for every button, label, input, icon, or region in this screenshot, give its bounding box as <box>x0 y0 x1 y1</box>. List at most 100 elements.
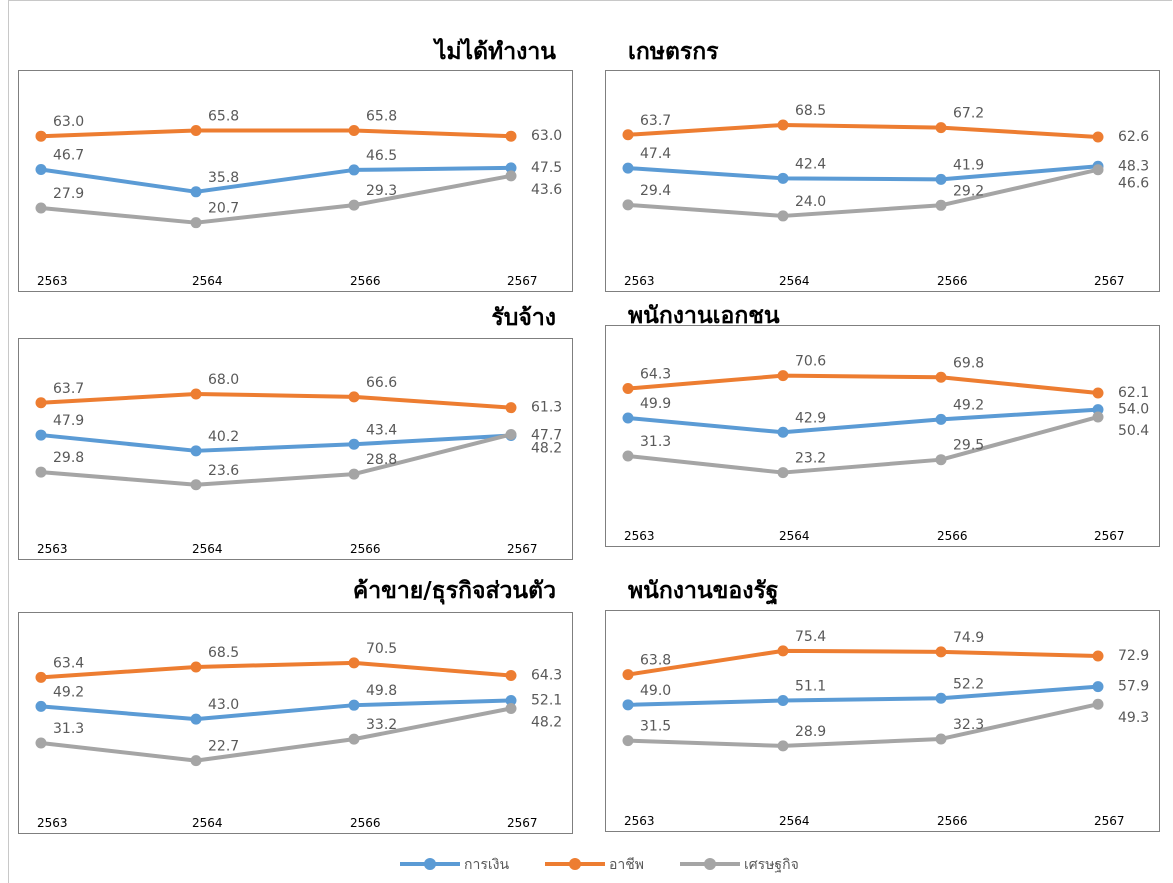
data-label-career-2566: 67.2 <box>953 106 984 122</box>
data-point-economy-2564 <box>190 217 202 229</box>
data-label-career-2566: 74.9 <box>953 630 984 646</box>
data-label-economy-2567: 48.2 <box>531 714 562 730</box>
x-tick-2566: 2566 <box>350 542 381 556</box>
data-point-finance-2563 <box>35 700 47 712</box>
data-label-finance-2563: 46.7 <box>53 148 84 164</box>
data-label-finance-2566: 43.4 <box>366 422 397 438</box>
x-tick-2564: 2564 <box>192 274 223 288</box>
data-point-career-2566 <box>348 657 360 669</box>
data-point-economy-2563 <box>622 450 634 462</box>
data-label-economy-2563: 29.8 <box>53 450 84 466</box>
data-label-finance-2564: 40.2 <box>208 429 239 445</box>
series-line-finance <box>40 433 512 453</box>
data-label-career-2564: 70.6 <box>795 354 826 370</box>
data-point-economy-2567 <box>1092 698 1104 710</box>
x-tick-2564: 2564 <box>779 529 810 543</box>
data-point-finance-2567 <box>1092 681 1104 693</box>
data-point-economy-2563 <box>35 466 47 478</box>
data-label-finance-2564: 51.1 <box>795 679 826 695</box>
data-point-career-2564 <box>190 388 202 400</box>
data-point-career-2567 <box>505 402 517 414</box>
data-label-career-2563: 64.3 <box>640 367 671 383</box>
data-point-career-2566 <box>935 646 947 658</box>
data-label-career-2567: 61.3 <box>531 400 562 416</box>
chart-private-employee: 49.9 42.9 49.2 54.0 64.3 70.6 69.8 62.1 31.3 23.2… <box>622 354 1149 543</box>
data-label-finance-2563: 49.9 <box>640 396 671 412</box>
data-point-finance-2563 <box>622 162 634 174</box>
legend-label-finance: การเงิน <box>464 857 509 873</box>
series-line-career <box>40 391 512 410</box>
x-tick-2567: 2567 <box>1094 274 1125 288</box>
chart-title-private-employee: พนักงานเอกชน <box>628 303 780 329</box>
data-label-career-2564: 68.0 <box>208 372 239 388</box>
data-label-career-2567: 63.0 <box>531 128 562 144</box>
data-point-economy-2566 <box>348 468 360 480</box>
data-label-economy-2566: 29.3 <box>366 183 397 199</box>
chart-government-employee: 49.0 51.1 52.2 57.9 63.8 75.4 74.9 72.9 31.5 28.9… <box>622 629 1149 828</box>
data-label-economy-2564: 20.7 <box>208 201 239 217</box>
data-label-career-2566: 66.6 <box>366 375 397 391</box>
data-point-economy-2566 <box>935 454 947 466</box>
data-label-economy-2564: 22.7 <box>208 739 239 755</box>
x-tick-2564: 2564 <box>779 814 810 828</box>
data-label-career-2567: 62.1 <box>1118 385 1149 401</box>
data-label-economy-2564: 23.6 <box>208 463 239 479</box>
data-point-economy-2567 <box>505 428 517 440</box>
data-label-career-2564: 68.5 <box>208 645 239 661</box>
data-point-economy-2567 <box>505 702 517 714</box>
x-tick-2566: 2566 <box>350 816 381 830</box>
series-line-finance <box>40 698 512 722</box>
data-point-economy-2564 <box>777 467 789 479</box>
chart-panel-unemployed: 46.7 35.8 46.5 47.5 63.0 65.8 65.8 63.0 27.9 20.7… <box>18 70 573 292</box>
data-label-finance-2564: 43.0 <box>208 697 239 713</box>
data-label-career-2566: 70.5 <box>366 641 397 657</box>
data-point-career-2563 <box>35 130 47 142</box>
chart-title-farmer: เกษตรกร <box>628 39 719 65</box>
data-point-career-2564 <box>777 119 789 131</box>
data-label-economy-2566: 33.2 <box>366 717 397 733</box>
chart-panel-hired-labor: 47.9 40.2 43.4 47.7 63.7 68.0 66.6 61.3 29.8 23.6… <box>18 338 573 560</box>
data-label-economy-2563: 31.3 <box>53 721 84 737</box>
data-label-career-2566: 65.8 <box>366 108 397 124</box>
data-point-economy-2567 <box>1092 164 1104 176</box>
data-label-career-2563: 63.0 <box>53 114 84 130</box>
data-label-finance-2564: 35.8 <box>208 170 239 186</box>
chart-panel-government-employee: 49.0 51.1 52.2 57.9 63.8 75.4 74.9 72.9 31.5 28.9… <box>605 610 1160 832</box>
data-point-finance-2564 <box>190 445 202 457</box>
data-label-career-2563: 63.4 <box>53 655 84 671</box>
chart-panel-trade-business: 49.2 43.0 49.8 52.1 63.4 68.5 70.5 64.3 31.3 22.7… <box>18 612 573 834</box>
chart-title-hired-labor: รับจ้าง <box>491 305 556 331</box>
data-point-economy-2566 <box>348 733 360 745</box>
data-point-finance-2563 <box>622 412 634 424</box>
data-label-economy-2564: 24.0 <box>795 194 826 210</box>
series-line-economy <box>40 706 512 763</box>
data-point-career-2564 <box>777 645 789 657</box>
data-label-finance-2567: 48.3 <box>1118 158 1149 174</box>
data-label-career-2567: 72.9 <box>1118 648 1149 664</box>
data-label-economy-2564: 28.9 <box>795 724 826 740</box>
legend-label-career: อาชีพ <box>609 857 644 873</box>
data-point-finance-2566 <box>348 699 360 711</box>
legend: การเงิน อาชีพ เศรษฐกิจ <box>400 851 860 877</box>
data-label-career-2563: 63.7 <box>53 381 84 397</box>
data-label-career-2564: 75.4 <box>795 629 826 645</box>
data-label-finance-2563: 47.4 <box>640 146 671 162</box>
data-point-career-2563 <box>622 383 634 395</box>
chart-panel-farmer: 47.4 42.4 41.9 48.3 63.7 68.5 67.2 62.6 29.4 24.0… <box>605 70 1160 292</box>
series-line-finance <box>627 164 1099 182</box>
x-tick-2566: 2566 <box>937 529 968 543</box>
data-point-economy-2566 <box>935 199 947 211</box>
data-point-finance-2566 <box>348 438 360 450</box>
data-label-finance-2564: 42.9 <box>795 410 826 426</box>
data-point-finance-2563 <box>622 699 634 711</box>
data-point-finance-2564 <box>190 713 202 725</box>
data-point-career-2567 <box>505 670 517 682</box>
x-tick-2567: 2567 <box>1094 529 1125 543</box>
data-point-economy-2567 <box>1092 411 1104 423</box>
data-label-finance-2563: 49.0 <box>640 683 671 699</box>
data-point-economy-2564 <box>190 755 202 767</box>
legend-marker-career <box>569 858 581 870</box>
data-point-career-2567 <box>505 130 517 142</box>
data-label-finance-2566: 49.8 <box>366 683 397 699</box>
data-point-career-2563 <box>35 671 47 683</box>
